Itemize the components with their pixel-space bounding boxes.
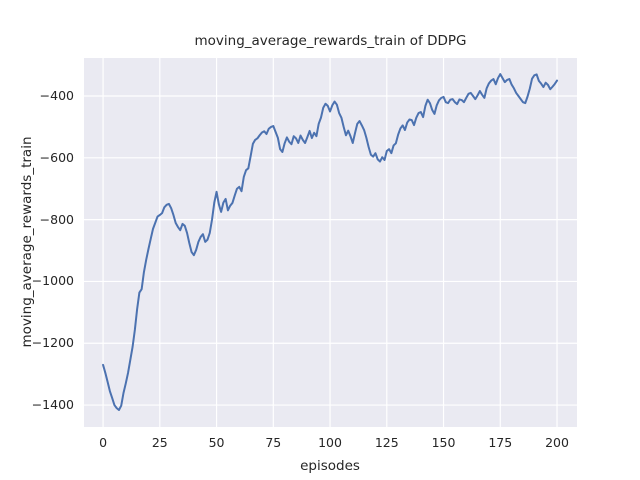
x-tick-label: 150 [431, 435, 456, 450]
x-tick-label: 50 [208, 435, 225, 450]
x-tick-label: 200 [545, 435, 569, 450]
x-tick-label: 125 [374, 435, 399, 450]
x-tick-label: 75 [265, 435, 282, 450]
y-tick-label: −600 [39, 149, 74, 165]
y-tick-label: −1400 [31, 397, 74, 413]
y-tick-label: −1200 [31, 335, 74, 351]
chart-title: moving_average_rewards_train of DDPG [194, 33, 467, 49]
x-tick-label: 175 [488, 435, 513, 450]
y-tick-label: −1000 [31, 273, 74, 289]
plot-area [84, 58, 577, 427]
x-tick-label: 0 [99, 435, 108, 450]
y-tick-label: −400 [39, 88, 74, 103]
ddpg-line-series [102, 73, 559, 411]
gridlines [84, 58, 577, 427]
x-tick-label: 25 [151, 435, 168, 450]
y-axis-label: moving_average_rewards_train [19, 136, 35, 348]
x-tick-label: 100 [318, 435, 342, 450]
x-axis-label: episodes [300, 458, 360, 474]
y-tick-label: −800 [39, 211, 74, 227]
